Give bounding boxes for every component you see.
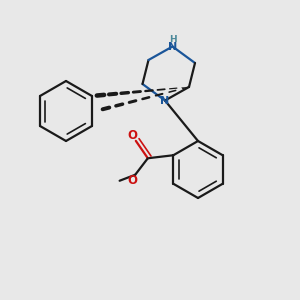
Text: O: O: [128, 129, 138, 142]
Text: N: N: [168, 41, 177, 52]
Text: N: N: [160, 95, 169, 106]
Text: O: O: [128, 174, 138, 187]
Text: H: H: [169, 34, 176, 43]
